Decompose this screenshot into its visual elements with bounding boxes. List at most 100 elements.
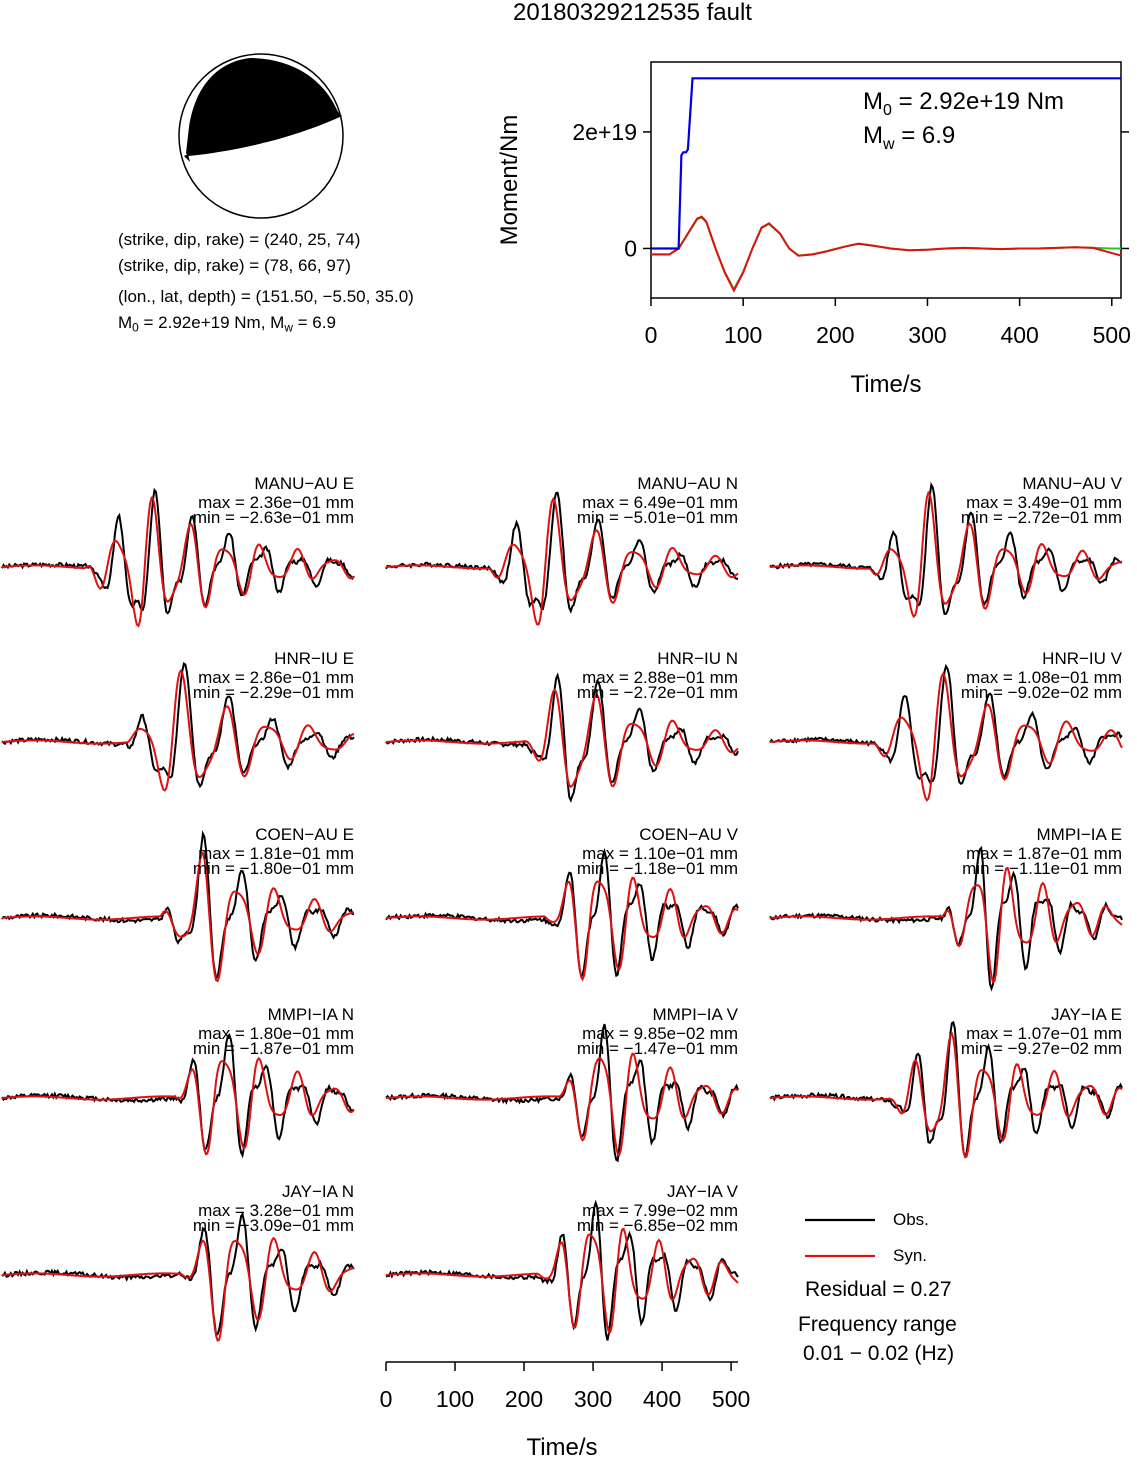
synthetic-waveform (1, 496, 355, 628)
moment-x-tick-label: 300 (908, 322, 946, 348)
station-min-amplitude: min = −2.63e−01 mm (193, 508, 354, 527)
beachball-compressional-sliver (184, 154, 190, 162)
station-label: COEN−AU V (639, 825, 738, 844)
station-min-amplitude: min = −1.80e−01 mm (193, 859, 354, 878)
synthetic-waveform (769, 672, 1123, 802)
annotation-mw-value: = 6.9 (895, 122, 956, 149)
mw-subscript: w (284, 320, 293, 335)
beachball-compressional-quadrant (186, 58, 342, 156)
station-label: HNR−IU V (1042, 649, 1122, 668)
fault-plane-2: (strike, dip, rake) = (78, 66, 97) (118, 256, 351, 275)
synthetic-waveform (385, 497, 739, 626)
station-label: MANU−AU V (1022, 474, 1122, 493)
station-min-amplitude: min = −2.29e−01 mm (193, 683, 354, 702)
station-min-amplitude: min = −3.09e−01 mm (193, 1216, 354, 1235)
beachball-diagram (178, 53, 344, 219)
station-max-amplitude: max = 1.08e−01 mm (966, 668, 1122, 687)
station-label: MANU−AU E (254, 474, 354, 493)
residual-value: Residual = 0.27 (805, 1278, 952, 1301)
station-max-amplitude: max = 1.80e−01 mm (198, 1024, 354, 1043)
m0-subscript: 0 (132, 320, 139, 335)
synthetic-waveform (1, 1056, 355, 1156)
station-max-amplitude: max = 1.07e−01 mm (966, 1024, 1122, 1043)
waveform-x-tick-label: 200 (505, 1386, 543, 1412)
annotation-m0-value: = 2.92e+19 Nm (892, 88, 1064, 115)
waveform-x-tick-label: 100 (436, 1386, 474, 1412)
m0-symbol: M (118, 313, 133, 332)
waveform-x-tick-label: 500 (712, 1386, 750, 1412)
station-max-amplitude: max = 2.86e−01 mm (198, 668, 354, 687)
station-label: MANU−AU N (637, 474, 738, 493)
moment-plot-frame (650, 61, 1122, 299)
synthetic-waveform (769, 1031, 1123, 1159)
moment-x-tick-label: 500 (1093, 322, 1131, 348)
station-min-amplitude: min = −1.18e−01 mm (577, 859, 738, 878)
synthetic-waveform (769, 490, 1123, 619)
hypocenter-location: (lon., lat, depth) = (151.50, −5.50, 35.… (118, 287, 414, 306)
moment-x-tick-label: 400 (1000, 322, 1038, 348)
observed-waveform (385, 847, 739, 978)
synthetic-waveform (1, 851, 355, 983)
fault-plane-1: (strike, dip, rake) = (240, 25, 74) (118, 230, 361, 249)
page-title: 20180329212535 fault (513, 0, 752, 26)
annotation-mw-subscript: w (882, 136, 895, 153)
synthetic-waveform (1, 668, 355, 792)
waveform-x-tick-label: 400 (643, 1386, 681, 1412)
station-max-amplitude: max = 3.28e−01 mm (198, 1201, 354, 1220)
moment-y-axis-label: Moment/Nm (496, 115, 523, 246)
moment-y-tick-label: 0 (624, 235, 637, 261)
moment-y-axis: 0 2e+19 (572, 119, 1129, 261)
waveform-x-tick-label: 300 (574, 1386, 612, 1412)
station-max-amplitude: max = 1.10e−01 mm (582, 844, 738, 863)
synthetic-waveform (385, 876, 739, 982)
station-label: HNR−IU N (657, 649, 738, 668)
station-max-amplitude: max = 1.81e−01 mm (198, 844, 354, 863)
waveform-x-tick-label: 0 (380, 1386, 393, 1412)
waveform-x-axis: 0 100 200 300 400 500 (380, 1361, 750, 1412)
station-min-amplitude: min = −9.27e−02 mm (961, 1039, 1122, 1058)
m0-value: = 2.92e+19 Nm, M (138, 313, 285, 332)
station-min-amplitude: min = −5.01e−01 mm (577, 508, 738, 527)
moment-y-tick-label: 2e+19 (572, 119, 637, 145)
station-min-amplitude: min = −6.85e−02 mm (577, 1216, 738, 1235)
moment-x-axis-label: Time/s (850, 371, 921, 398)
moment-annotation-mw: Mw = 6.9 (863, 122, 955, 153)
frequency-range-label: Frequency range (798, 1313, 957, 1336)
station-label: JAY−IA E (1051, 1005, 1122, 1024)
legend-observed-label: Obs. (893, 1210, 929, 1229)
frequency-range-value: 0.01 − 0.02 (Hz) (803, 1342, 955, 1365)
synthetic-waveform (1, 1236, 355, 1342)
station-label: MMPI−IA E (1037, 825, 1123, 844)
moment-x-axis: 0 100 200 300 400 500 (645, 298, 1131, 348)
station-max-amplitude: max = 6.49e−01 mm (582, 493, 738, 512)
station-label: MMPI−IA N (268, 1005, 354, 1024)
station-label: JAY−IA N (282, 1182, 354, 1201)
observed-waveform (769, 663, 1123, 785)
synthetic-waveform (385, 688, 739, 788)
observed-waveform (1, 829, 354, 980)
moment-annotation-m0: M0 = 2.92e+19 Nm (863, 88, 1064, 119)
synthetic-waveform (385, 1052, 739, 1157)
station-max-amplitude: max = 7.99e−02 mm (582, 1201, 738, 1220)
cumulative-moment-line (651, 77, 1121, 250)
station-label: HNR−IU E (274, 649, 354, 668)
moment-x-tick-label: 0 (645, 322, 658, 348)
annotation-mw-symbol: M (863, 122, 883, 149)
moment-x-tick-label: 200 (816, 322, 854, 348)
station-min-amplitude: min = −2.72e−01 mm (961, 508, 1122, 527)
station-min-amplitude: min = −1.11e−01 mm (962, 859, 1122, 878)
station-max-amplitude: max = 9.85e−02 mm (582, 1024, 738, 1043)
station-label: JAY−IA V (667, 1182, 739, 1201)
